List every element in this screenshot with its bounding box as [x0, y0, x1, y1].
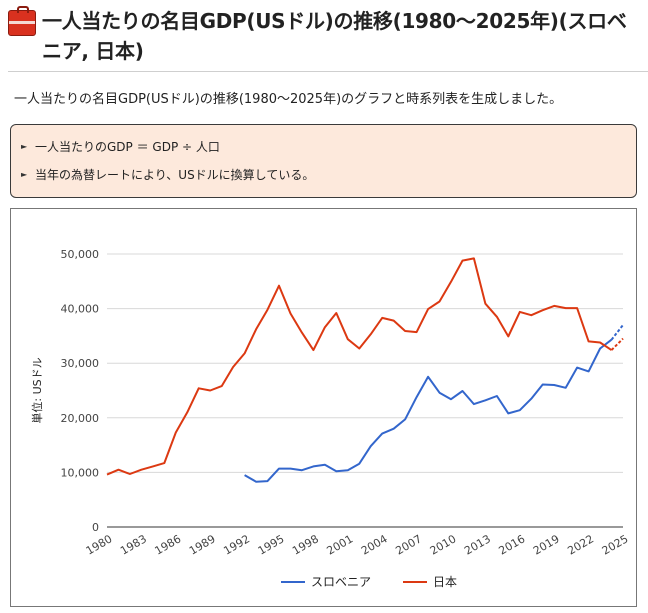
x-tick-label: 1989	[187, 532, 218, 557]
note-item: ► 当年の為替レートにより、USドルに換算している。	[21, 166, 314, 184]
page-title: 一人当たりの名目GDP(USドル)の推移(1980～2025年)(スロベニア, …	[42, 9, 627, 63]
y-tick-label: 30,000	[61, 357, 100, 370]
x-tick-label: 2001	[325, 532, 356, 557]
legend-label: 日本	[433, 575, 457, 589]
x-tick-label: 2010	[428, 532, 459, 557]
x-tick-label: 2019	[531, 532, 562, 557]
note-text: 一人当たりのGDP ＝ GDP ÷ 人口	[35, 140, 220, 154]
note-text: 当年の為替レートにより、USドルに換算している。	[35, 168, 315, 182]
y-tick-label: 50,000	[61, 248, 100, 261]
legend-label: スロベニア	[311, 575, 371, 589]
title-divider	[8, 71, 648, 72]
title-row: 一人当たりの名目GDP(USドル)の推移(1980～2025年)(スロベニア, …	[8, 6, 640, 66]
x-tick-label: 2004	[359, 532, 390, 557]
x-tick-label: 1983	[118, 532, 149, 557]
series-forecast-line	[610, 324, 624, 341]
x-tick-label: 2016	[497, 532, 528, 557]
y-tick-label: 10,000	[61, 466, 100, 479]
y-tick-label: 0	[92, 521, 99, 534]
x-tick-label: 2007	[393, 532, 424, 557]
x-tick-label: 2025	[600, 532, 631, 557]
series-forecast-line	[610, 337, 624, 351]
x-tick-label: 1995	[256, 532, 287, 557]
bullet-icon: ►	[21, 170, 28, 179]
series-line	[106, 257, 613, 476]
chart-container: 0 10,000 20,000 30,000 40,000 50,000 1980 1983 1…	[10, 208, 637, 607]
note-item: ► 一人当たりのGDP ＝ GDP ÷ 人口	[21, 138, 220, 156]
y-axis-title: 単位: USドル	[30, 357, 44, 423]
bullet-icon: ►	[21, 142, 28, 151]
y-tick-label: 20,000	[61, 412, 100, 425]
x-tick-label: 1980	[84, 532, 115, 557]
intro-text: 一人当たりの名目GDP(USドル)の推移(1980～2025年)のグラフと時系列…	[14, 92, 563, 107]
x-tick-label: 1992	[221, 532, 252, 557]
x-tick-label: 1986	[153, 532, 184, 557]
x-tick-label: 2022	[565, 532, 596, 557]
x-tick-label: 2013	[462, 532, 493, 557]
notes-box: ► 一人当たりのGDP ＝ GDP ÷ 人口 ► 当年の為替レートにより、USドルに…	[10, 124, 637, 198]
y-tick-label: 40,000	[61, 303, 100, 316]
series-line	[244, 338, 613, 483]
x-tick-label: 1998	[290, 532, 321, 557]
toolbox-icon	[8, 6, 36, 36]
